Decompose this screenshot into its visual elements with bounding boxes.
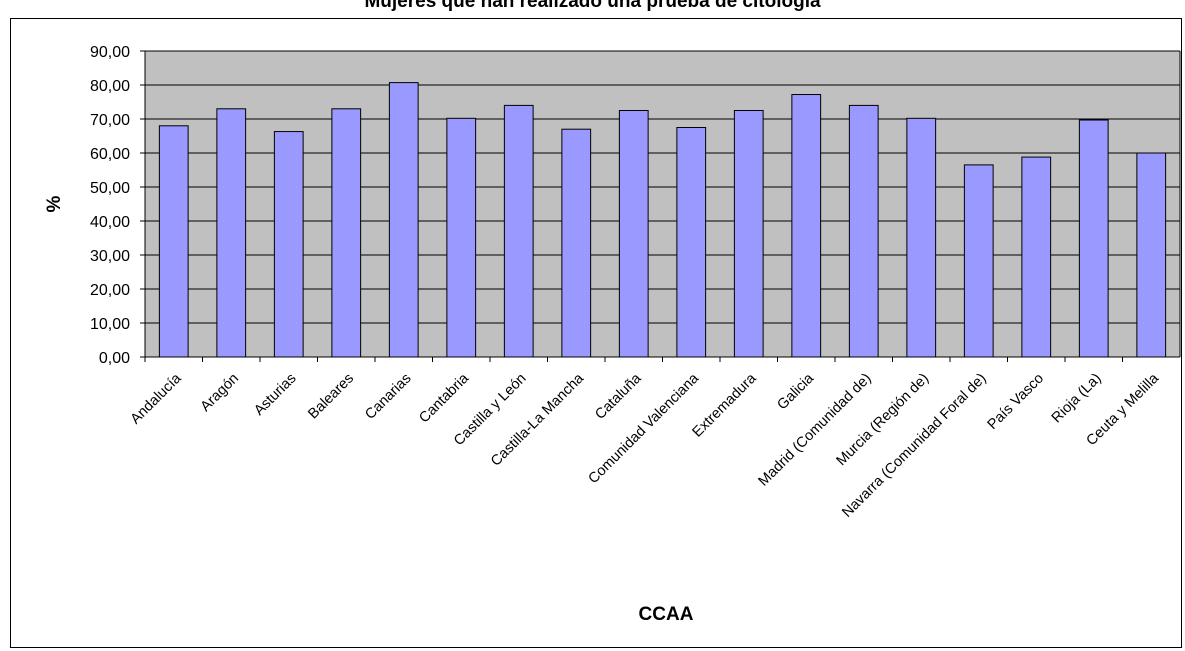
bar [1078,119,1109,358]
bar [216,108,247,358]
plot-area [145,51,1180,357]
x-tick-label: Andalucía [128,370,186,428]
bar [561,128,592,358]
bar [1021,156,1052,358]
x-tick-label: Madrid (Comunidad de) [756,371,875,490]
bar [618,110,649,358]
x-tick-label: Asturias [251,371,299,419]
bar [963,164,994,358]
x-tick-label: Rioja (La) [1049,371,1105,427]
chart-title: Mujeres que han realizado una prueba de … [364,0,821,12]
bar [848,104,879,358]
bar [676,127,707,358]
bars [144,82,1167,362]
bar [331,108,362,358]
bar [791,94,822,358]
bar [906,117,937,358]
x-tick-label: Cataluña [592,370,645,423]
x-tick-label: Comunidad Valenciana [586,370,703,487]
x-tick-label: Baleares [305,371,357,423]
bar [503,104,534,358]
x-axis-title: CCAA [639,604,694,625]
y-tick-label: 10,00 [90,316,130,333]
y-tick-labels: 0,00 10,00 20,00 30,00 40,00 50,00 60,00 70,00 8… [90,44,130,367]
y-tick-label: 0,00 [99,350,130,367]
bar [388,82,419,358]
x-tick-label: Canarias [362,371,414,423]
bar [1136,152,1167,358]
bar [158,125,189,358]
x-tick-labels: Andalucía Aragón Asturias Baleares Canarias C… [128,370,1163,521]
y-tick-label: 20,00 [90,282,130,299]
x-tick-label: Cantabria [416,370,472,426]
bar [446,117,477,358]
y-tick-label: 40,00 [90,214,130,231]
x-tick-label: País Vasco [985,371,1047,433]
y-tick-label: 30,00 [90,248,130,265]
y-axis-title: % [44,195,65,212]
bar [273,131,304,358]
y-tick-label: 90,00 [90,44,130,61]
bar [733,110,764,358]
x-tick-label: Aragón [198,371,242,415]
x-tick-label: Galicia [774,370,817,413]
y-tick-label: 50,00 [90,180,130,197]
axes [144,50,1181,358]
y-tick-label: 70,00 [90,112,130,129]
y-tick-label: 80,00 [90,78,130,95]
y-tick-label: 60,00 [90,146,130,163]
